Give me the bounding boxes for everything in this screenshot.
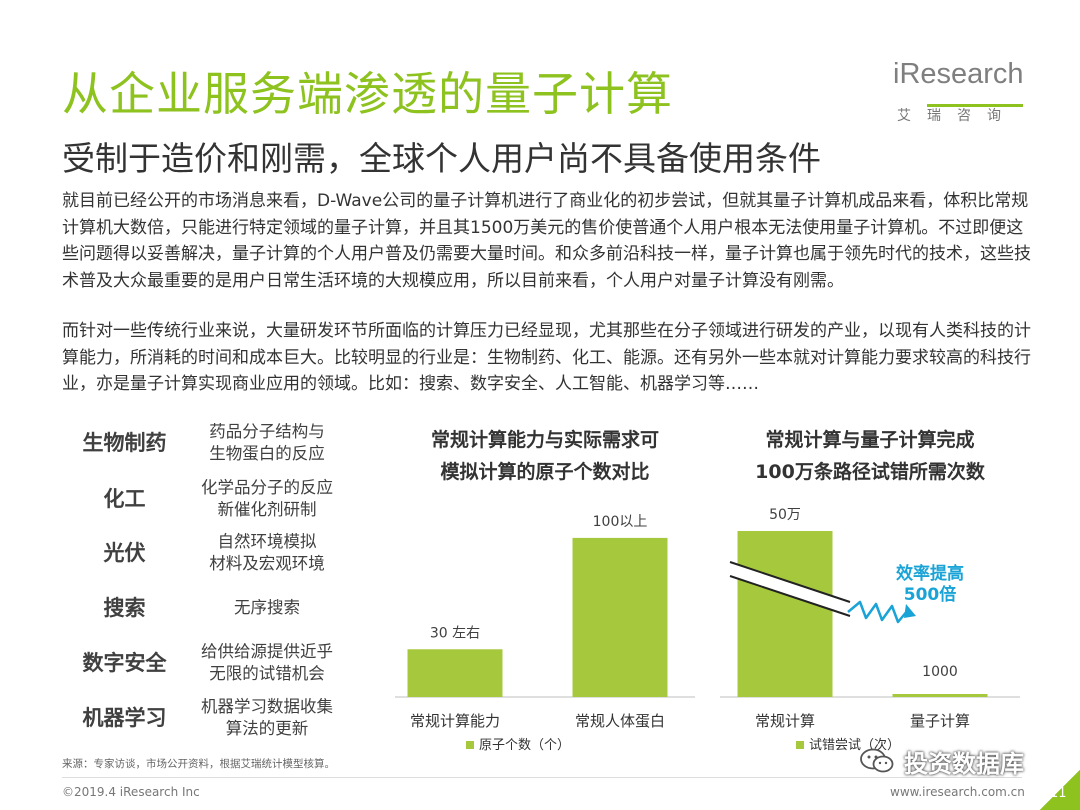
- wechat-icon: [860, 748, 894, 773]
- chart2-bar-conventional: [737, 531, 833, 697]
- chart1-data-label: 30 左右: [430, 625, 480, 641]
- industry-row-pv: 光伏 自然环境模拟 材料及宏观环境: [62, 528, 372, 578]
- chart1-category-label: 常规计算能力: [410, 712, 500, 730]
- page-number: 11: [1050, 786, 1067, 801]
- copyright: ©2019.4 iResearch Inc: [62, 785, 200, 799]
- iresearch-logo: iResearch 艾瑞咨询: [893, 58, 1033, 128]
- chart2-data-label: 1000: [922, 664, 958, 680]
- industry-desc-line: 生物蛋白的反应: [209, 444, 325, 463]
- chart2-category-label: 常规计算: [755, 712, 815, 730]
- industry-desc-line: 新催化剂研制: [217, 500, 317, 519]
- industry-name: 生物制药: [82, 431, 167, 455]
- chart1-data-label: 100以上: [593, 514, 648, 530]
- chart1-title-line: 模拟计算的原子个数对比: [440, 461, 650, 483]
- logo-brand: iResearch: [893, 58, 1024, 90]
- industry-name: 数字安全: [82, 651, 167, 675]
- logo-cn: 艾瑞咨询: [897, 108, 1017, 124]
- industry-desc: 机器学习数据收集 算法的更新: [187, 696, 347, 740]
- industry-desc: 自然环境模拟 材料及宏观环境: [187, 531, 347, 575]
- chart2-category-label: 量子计算: [910, 712, 970, 730]
- chart2-title-line: 常规计算与量子计算完成: [765, 429, 975, 451]
- chart2-annotation-line: 500倍: [904, 584, 957, 605]
- page-title: 从企业服务端渗透的量子计算: [62, 67, 673, 121]
- industry-name: 化工: [103, 487, 146, 511]
- industry-name: 光伏: [103, 541, 146, 565]
- footer-divider: [62, 777, 1022, 778]
- chart2-annotation-line: 效率提高: [896, 563, 964, 584]
- intro-paragraph-2: 而针对一些传统行业来说，大量研发环节所面临的计算压力已经显现，尤其那些在分子领域…: [62, 321, 1031, 394]
- chart2-axis-break-line: [729, 561, 851, 603]
- chart2-title: 常规计算与量子计算完成 100万条路径试错所需次数: [720, 424, 1020, 488]
- chart1-bar-conventional: [407, 649, 503, 697]
- industry-row-search: 搜索 无序搜索: [62, 583, 372, 633]
- industry-row-ml: 机器学习 机器学习数据收集 算法的更新: [62, 693, 372, 743]
- chart2-data-label: 50万: [769, 507, 801, 523]
- industry-desc-line: 自然环境模拟: [217, 532, 317, 551]
- industry-desc: 药品分子结构与 生物蛋白的反应: [187, 421, 347, 465]
- chart2: 50万 1000 常规计算 量子计算 效率提高 500倍 试错尝试（次）: [720, 507, 1020, 753]
- industry-row-security: 数字安全 给供给源提供近乎 无限的试错机会: [62, 638, 372, 688]
- chart2-title-line: 100万条路径试错所需次数: [755, 461, 985, 483]
- logo-underline: [927, 104, 1023, 107]
- chart1: 30 左右 100以上 常规计算能力 常规人体蛋白 原子个数（个）: [395, 514, 695, 753]
- arrow-head-icon: [904, 604, 916, 618]
- page-corner: [1040, 770, 1080, 810]
- industry-desc-line: 机器学习数据收集: [201, 697, 333, 716]
- chart2-bar-quantum: [892, 694, 988, 697]
- chart1-legend-label: 原子个数（个）: [479, 738, 570, 753]
- industry-desc: 给供给源提供近乎 无限的试错机会: [187, 641, 347, 685]
- industry-desc-line: 算法的更新: [225, 719, 309, 738]
- industry-desc-line: 药品分子结构与: [209, 422, 325, 441]
- chart2-legend-label: 试错尝试（次）: [809, 737, 900, 753]
- industry-desc-line: 给供给源提供近乎: [201, 642, 333, 661]
- zigzag-arrow-icon: [847, 600, 909, 624]
- industry-row-chemical: 化工 化学品分子的反应 新催化剂研制: [62, 474, 372, 524]
- chart2-legend-swatch: [796, 741, 804, 749]
- chart2-axis-break: [730, 562, 850, 616]
- industry-list: 生物制药 药品分子结构与 生物蛋白的反应 化工 化学品分子的反应 新催化剂研制 …: [62, 418, 372, 748]
- chart1-category-label: 常规人体蛋白: [575, 712, 665, 730]
- industry-desc-line: 无限的试错机会: [209, 664, 325, 683]
- industry-desc-line: 化学品分子的反应: [201, 478, 333, 497]
- industry-row-pharma: 生物制药 药品分子结构与 生物蛋白的反应: [62, 418, 372, 468]
- watermark-text: 投资数据库: [904, 750, 1024, 778]
- chart1-title-line: 常规计算能力与实际需求可: [430, 429, 659, 451]
- chart2-axis-break-line: [729, 575, 851, 617]
- industry-desc-line: 材料及宏观环境: [209, 554, 325, 573]
- chart1-bar-protein: [572, 537, 668, 697]
- industry-desc: 化学品分子的反应 新催化剂研制: [187, 477, 347, 521]
- intro-paragraph-1: 就目前已经公开的市场消息来看，D-Wave公司的量子计算机进行了商业化的初步尝试…: [62, 191, 1031, 291]
- industry-name: 机器学习: [82, 706, 167, 730]
- page-subtitle: 受制于造价和刚需，全球个人用户尚不具备使用条件: [62, 139, 821, 178]
- industry-desc-line: 无序搜索: [234, 598, 300, 617]
- source-note: 来源：专家访谈，市场公开资料，根据艾瑞统计模型核算。: [62, 758, 335, 770]
- industry-name: 搜索: [103, 596, 146, 620]
- chart1-title: 常规计算能力与实际需求可 模拟计算的原子个数对比: [395, 424, 695, 488]
- website-link[interactable]: www.iresearch.com.cn: [890, 785, 1025, 799]
- industry-desc: 无序搜索: [187, 597, 347, 619]
- chart1-legend-swatch: [466, 741, 474, 749]
